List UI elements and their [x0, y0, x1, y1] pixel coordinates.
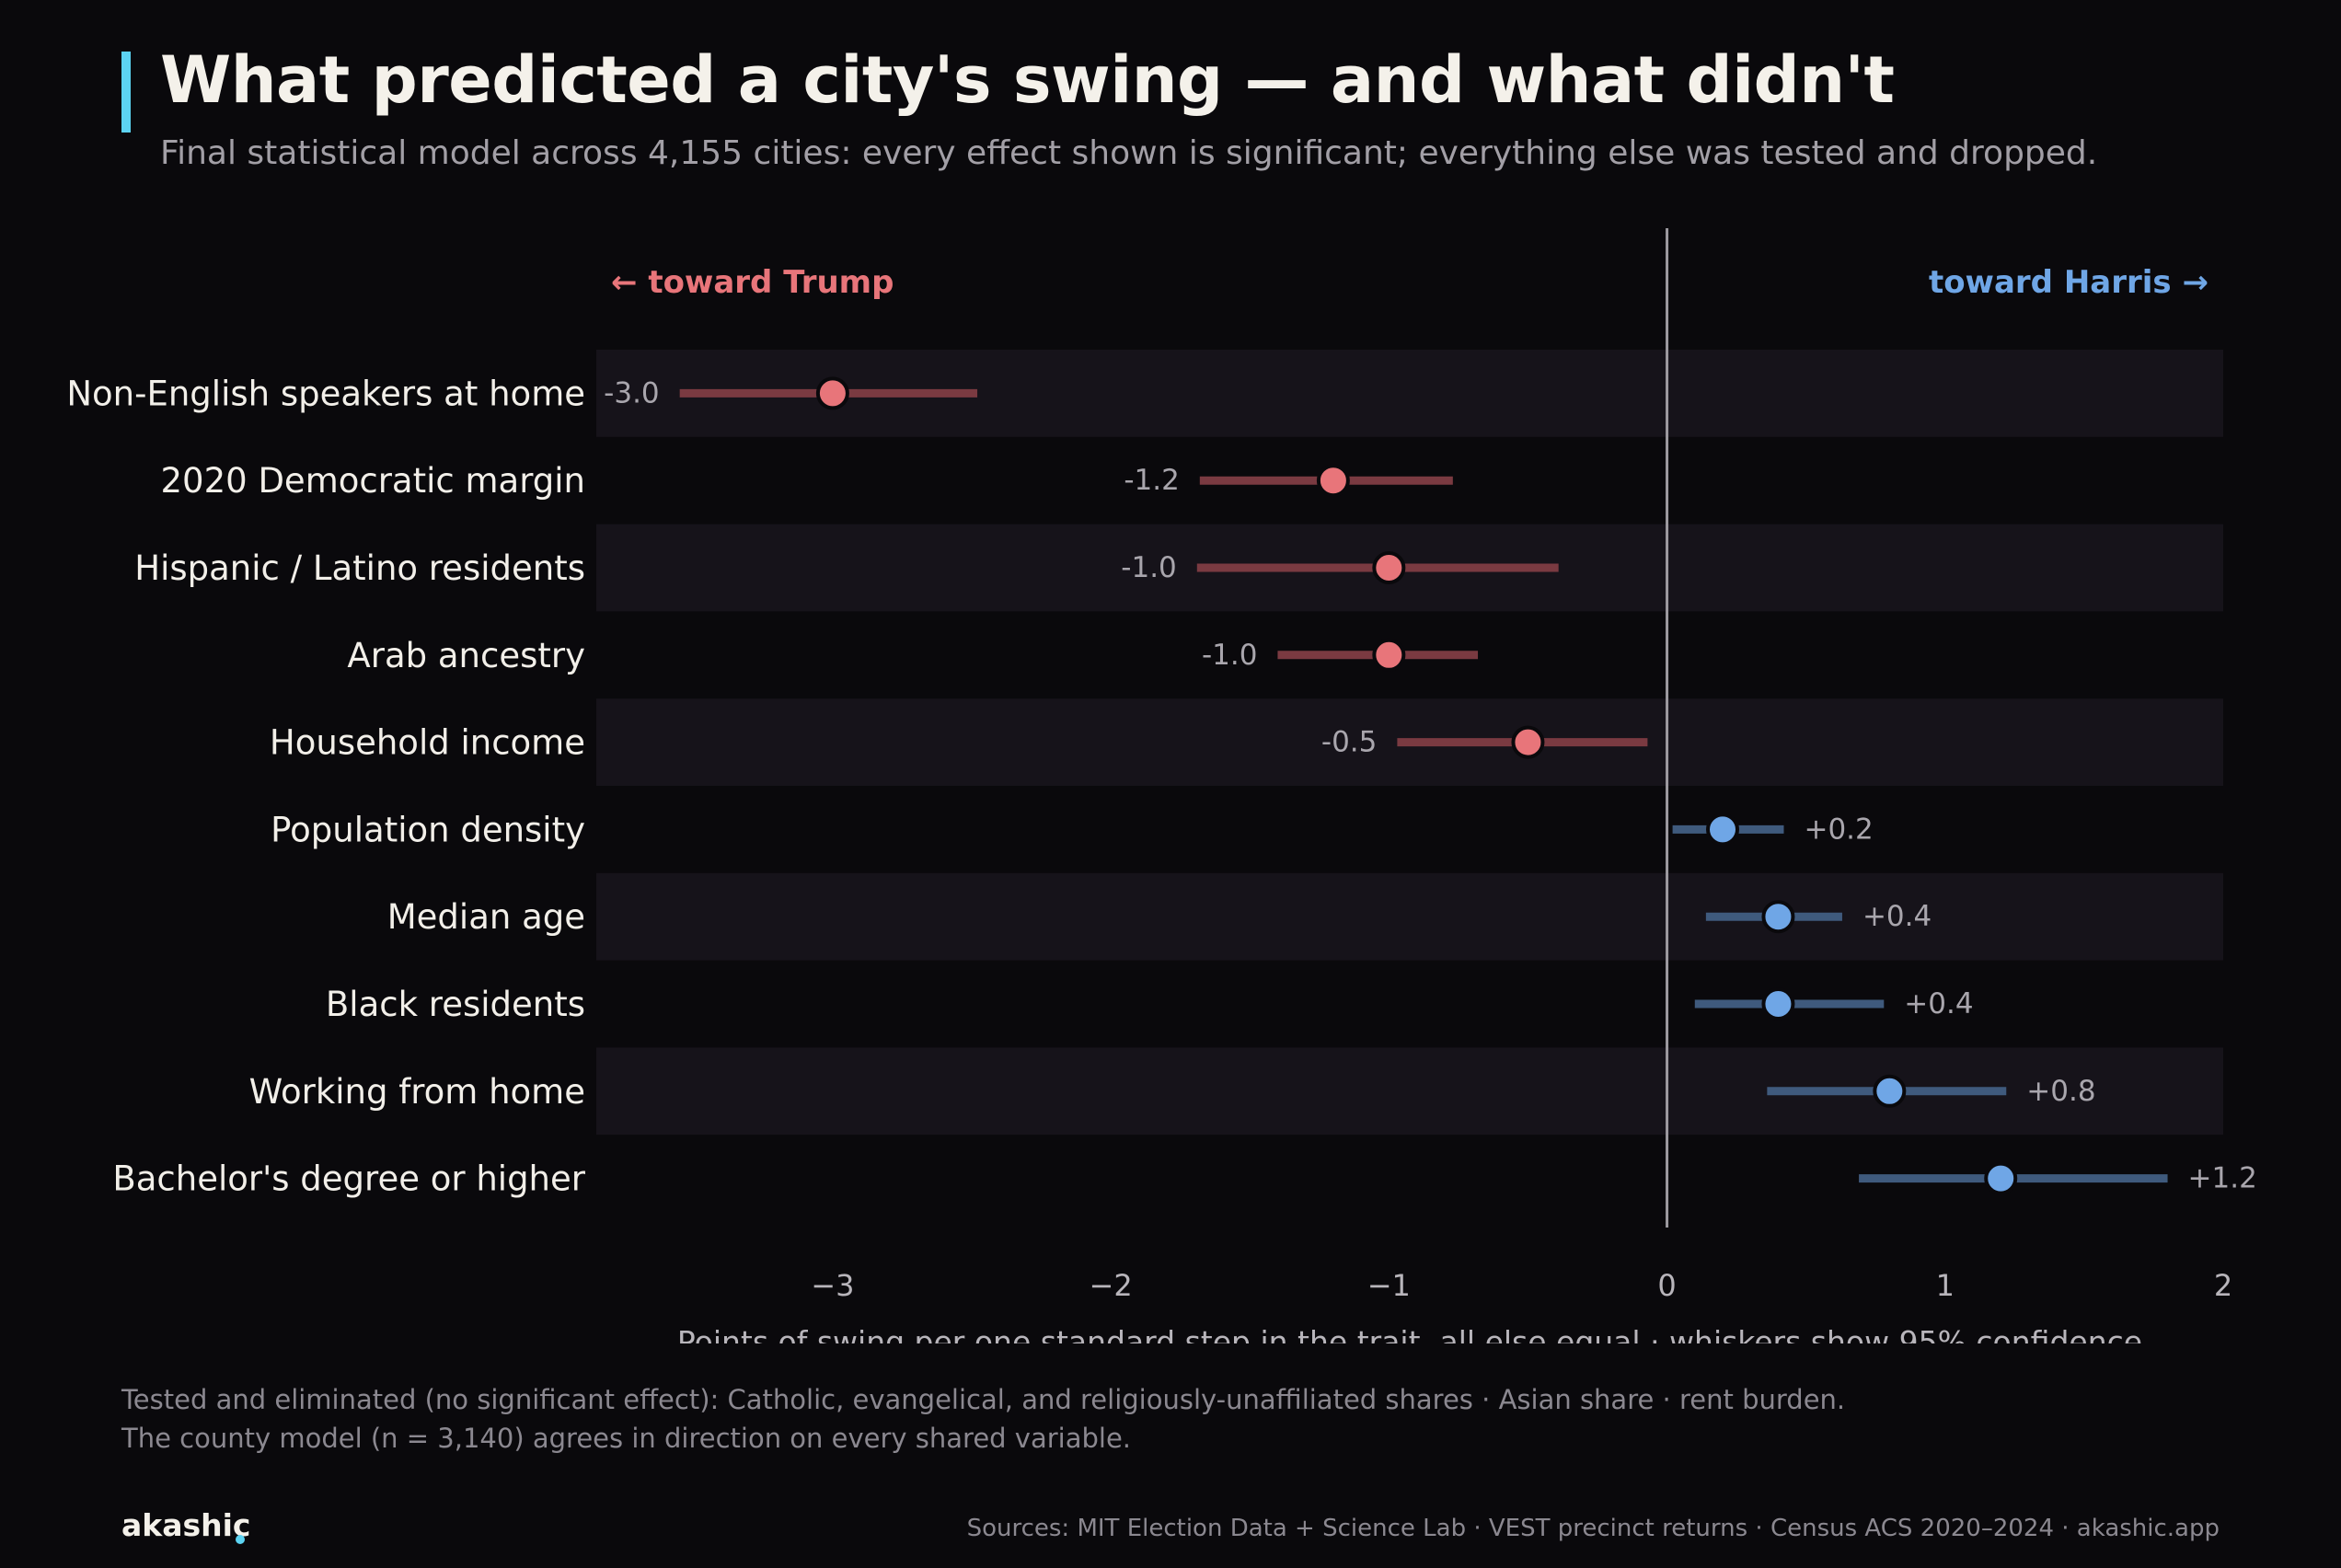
estimate-dot: [1316, 464, 1350, 498]
value-label: +0.4: [1862, 900, 1932, 933]
estimate-dot: [1372, 551, 1406, 584]
value-label: -1.0: [1121, 551, 1177, 584]
estimate-dot: [1761, 987, 1795, 1020]
coefficient-chart: ← toward Trump toward Harris → Non-English…: [66, 228, 2257, 1343]
value-label: -1.0: [1202, 639, 1258, 672]
row-label: Population density: [271, 810, 585, 849]
value-label: -0.5: [1321, 726, 1378, 759]
estimate-dot: [1761, 900, 1795, 934]
estimate-dot: [1873, 1074, 1907, 1108]
value-label: -3.0: [604, 376, 660, 409]
x-tick-label: −1: [1367, 1268, 1411, 1303]
footnote-county-model: The county model (n = 3,140) agrees in d…: [121, 1423, 1132, 1454]
brand-dot-icon: [236, 1535, 245, 1544]
estimate-dot: [1511, 725, 1545, 759]
x-tick-label: 0: [1657, 1268, 1676, 1303]
row-label: Hispanic / Latino residents: [134, 548, 585, 588]
value-label: +0.2: [1804, 813, 1873, 846]
row-label: Working from home: [249, 1072, 585, 1112]
brand-logo: akashic: [121, 1507, 251, 1543]
x-axis-label: Points of swing per one standard step in…: [677, 1324, 2142, 1343]
value-label: +1.2: [2188, 1162, 2257, 1195]
footnote-eliminated: Tested and eliminated (no significant ef…: [121, 1384, 1846, 1415]
row-label: 2020 Democratic margin: [161, 461, 585, 501]
chart-title: What predicted a city's swing — and what…: [160, 42, 1895, 118]
toward-trump-label: ← toward Trump: [611, 264, 894, 301]
estimate-dot: [1984, 1161, 2018, 1195]
x-tick-label: 2: [2214, 1268, 2232, 1303]
value-label: +0.4: [1904, 987, 1973, 1020]
row-label: Black residents: [326, 985, 585, 1024]
row-label: Bachelor's degree or higher: [112, 1159, 585, 1199]
estimate-dot: [815, 376, 849, 410]
row-label: Household income: [270, 723, 585, 763]
sources-credit: Sources: MIT Election Data + Science Lab…: [966, 1515, 2220, 1542]
row-label: Median age: [387, 897, 585, 937]
x-tick-label: −2: [1090, 1268, 1133, 1303]
estimate-dot: [1372, 638, 1406, 672]
value-label: +0.8: [2026, 1075, 2095, 1108]
title-accent-bar: [121, 52, 131, 133]
estimate-dot: [1706, 813, 1739, 847]
toward-harris-label: toward Harris →: [1929, 264, 2208, 301]
x-tick-label: 1: [1936, 1268, 1955, 1303]
row-label: Non-English speakers at home: [66, 374, 585, 413]
x-tick-label: −3: [811, 1268, 854, 1303]
row-band: [596, 872, 2223, 961]
row-label: Arab ancestry: [347, 636, 585, 675]
value-label: -1.2: [1124, 464, 1180, 497]
chart-subtitle: Final statistical model across 4,155 cit…: [160, 134, 2098, 172]
